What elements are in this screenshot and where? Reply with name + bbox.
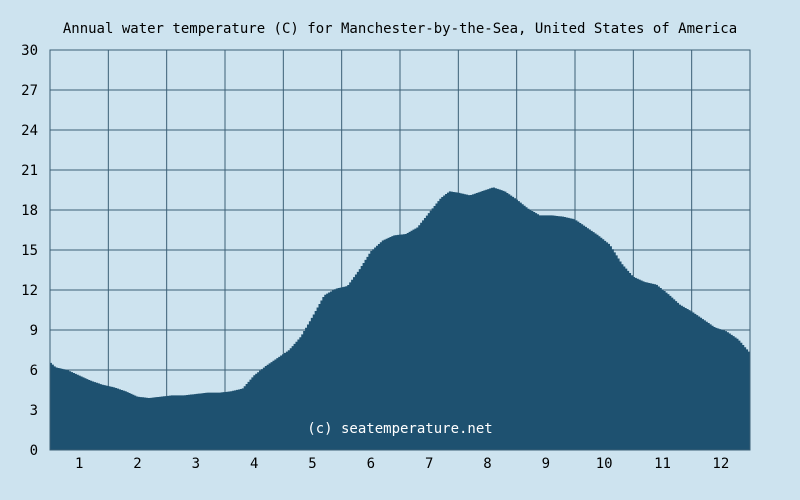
x-tick-label-8: 8	[483, 456, 491, 472]
y-tick-label-6: 6	[30, 363, 38, 379]
x-tick-label-3: 3	[192, 456, 200, 472]
y-tick-label-3: 3	[30, 403, 38, 419]
x-axis: 1 2 3 4 5 6 7 8 9 10 11 12	[75, 456, 729, 472]
watermark: (c) seatemperature.net	[307, 421, 492, 437]
y-tick-label-21: 21	[21, 163, 38, 179]
x-tick-label-7: 7	[425, 456, 433, 472]
y-tick-label-15: 15	[21, 243, 38, 259]
x-tick-label-6: 6	[367, 456, 375, 472]
y-tick-label-0: 0	[30, 443, 38, 459]
x-tick-label-10: 10	[596, 456, 613, 472]
x-tick-label-1: 1	[75, 456, 83, 472]
x-tick-label-5: 5	[308, 456, 316, 472]
plot-border	[49, 49, 751, 451]
chart-title: Annual water temperature (C) for Manches…	[63, 21, 737, 37]
area-fill	[50, 187, 750, 451]
y-tick-label-30: 30	[21, 43, 38, 59]
x-tick-label-12: 12	[712, 456, 729, 472]
y-axis: 0 3 6 9 12 15 18 21 24 27 30	[21, 43, 38, 459]
x-tick-label-9: 9	[542, 456, 550, 472]
y-tick-label-9: 9	[30, 323, 38, 339]
y-tick-label-18: 18	[21, 203, 38, 219]
x-tick-label-4: 4	[250, 456, 258, 472]
y-tick-label-24: 24	[21, 123, 38, 139]
y-tick-label-12: 12	[21, 283, 38, 299]
x-tick-label-11: 11	[654, 456, 671, 472]
y-tick-label-27: 27	[21, 83, 38, 99]
area-series	[49, 49, 751, 451]
x-tick-label-2: 2	[133, 456, 141, 472]
